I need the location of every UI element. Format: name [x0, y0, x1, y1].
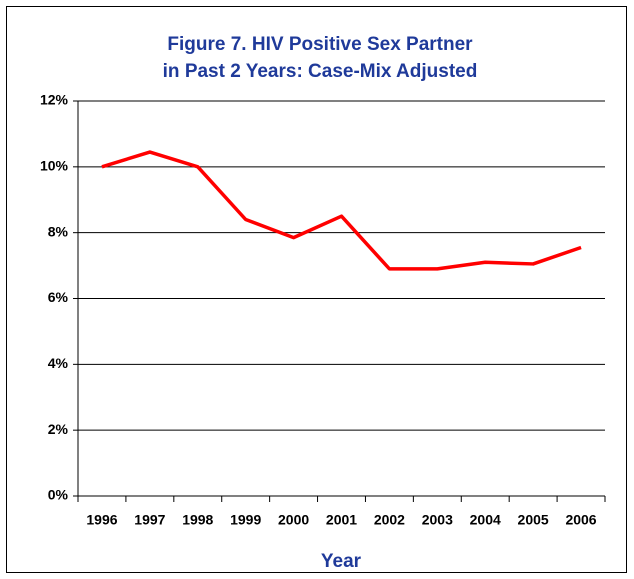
- x-tick-label: 2004: [470, 512, 501, 528]
- x-tick-label: 2003: [422, 512, 453, 528]
- y-tick-label: 2%: [48, 421, 69, 437]
- x-tick-label: 2005: [518, 512, 549, 528]
- x-axis-label: Year: [321, 551, 362, 572]
- chart-title: Figure 7. HIV Positive Sex Partner: [167, 34, 473, 55]
- x-tick-label: 1996: [86, 512, 117, 528]
- data-line: [101, 150, 582, 271]
- x-tick-label: 1999: [230, 512, 261, 528]
- x-tick-label: 1997: [134, 512, 165, 528]
- chart-title: in Past 2 Years: Case-Mix Adjusted: [163, 61, 478, 82]
- chart-border: [6, 6, 627, 573]
- y-tick-label: 10%: [40, 158, 69, 174]
- y-tick-label: 8%: [48, 223, 69, 239]
- y-tick-label: 6%: [48, 289, 69, 305]
- x-tick-label: 2002: [374, 512, 405, 528]
- y-tick-label: 12%: [40, 92, 69, 108]
- x-tick-label: 2006: [565, 512, 596, 528]
- x-tick-label: 1998: [182, 512, 213, 528]
- x-tick-label: 2001: [326, 512, 357, 528]
- y-tick-label: 4%: [48, 355, 69, 371]
- x-tick-label: 2000: [278, 512, 309, 528]
- y-tick-label: 0%: [48, 487, 69, 503]
